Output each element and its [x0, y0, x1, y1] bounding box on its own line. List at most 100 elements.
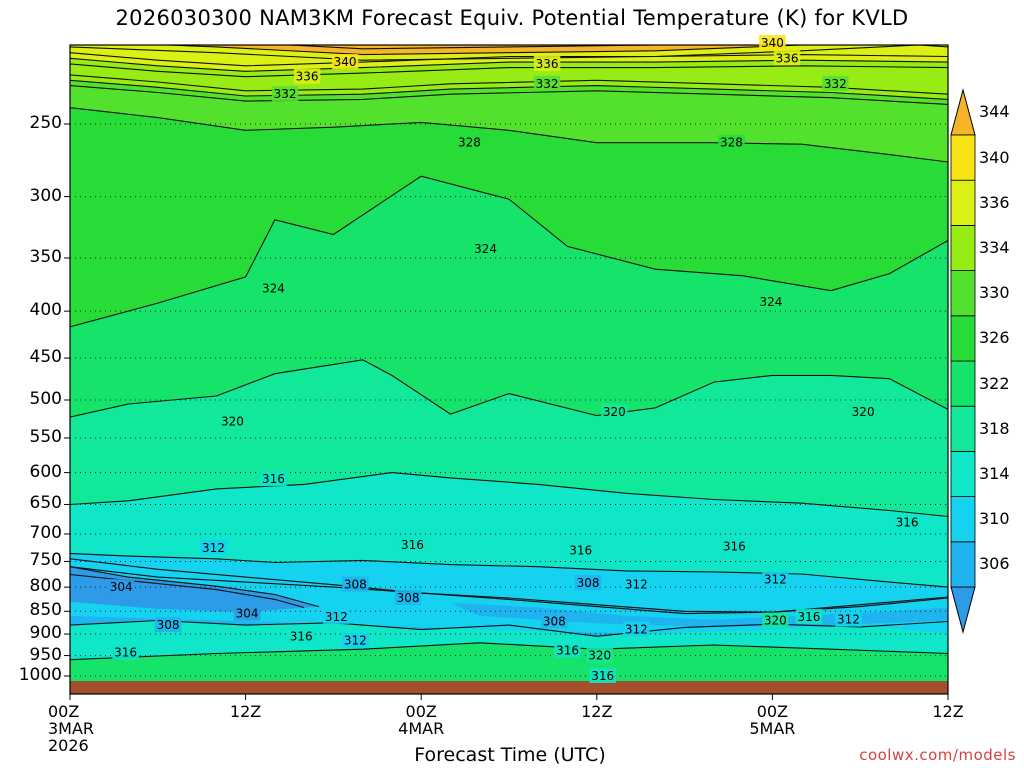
colorbar-tick-334: 334	[979, 238, 1010, 257]
contour-label-320: 320	[849, 403, 877, 419]
contour-lowlevel-0	[70, 619, 948, 637]
xtick-label-24: 00Z 4MAR	[398, 702, 445, 738]
contour-label-308: 308	[574, 575, 602, 591]
contour-label-304: 304	[233, 605, 261, 621]
ytick-label-900: 900	[29, 623, 62, 644]
colorbar-tick-336: 336	[979, 192, 1010, 212]
contour-label-336: 336	[773, 50, 801, 66]
contour-label-316: 316	[287, 628, 315, 644]
colorbar-tick-330: 330	[979, 283, 1010, 303]
contour-label-324: 324	[757, 294, 785, 310]
contour-label-text: 332	[536, 77, 559, 91]
colorbar-swatch-314	[950, 450, 976, 497]
contour-332	[70, 79, 948, 100]
contour-label-308: 308	[154, 617, 182, 633]
contour-label-320: 320	[601, 403, 628, 419]
axis-ticks	[64, 123, 949, 700]
contour-label-text: 312	[837, 613, 860, 627]
contour-label-text: 328	[720, 136, 743, 150]
contour-label-336: 336	[533, 55, 561, 71]
ytick-label-400: 400	[29, 300, 62, 321]
contour-label-text: 316	[262, 472, 285, 486]
contour-label-308: 308	[541, 613, 568, 629]
contour-label-text: 320	[603, 405, 626, 419]
ytick-label-500: 500	[29, 389, 62, 409]
ytick-label-650: 650	[29, 493, 62, 514]
contour-label-text: 316	[798, 610, 821, 624]
contour-label-312: 312	[623, 576, 650, 592]
plot-frame	[69, 44, 949, 695]
contour-label-320: 320	[762, 612, 789, 628]
contour-label-316: 316	[567, 542, 594, 558]
contour-label-316: 316	[893, 514, 921, 530]
contour-label-312: 312	[835, 611, 862, 627]
contour-label-text: 328	[458, 136, 481, 150]
colorbar-swatch-336	[950, 179, 976, 226]
colorbar-swatch-330	[950, 270, 976, 317]
ytick-label-950: 950	[29, 644, 62, 665]
contour-332-aux	[70, 74, 948, 95]
contour-label-316: 316	[260, 471, 287, 487]
contour-label-text: 324	[262, 282, 285, 296]
contour-label-324: 324	[472, 240, 499, 256]
colorbar-tick-310: 310	[979, 509, 1010, 529]
colorbar-swatch-322	[950, 360, 976, 407]
ytick-label-1000: 1000	[18, 665, 62, 685]
colorbar-swatch-340	[950, 134, 976, 181]
contour-label-316: 316	[554, 642, 581, 658]
contour-label-312: 312	[323, 608, 350, 624]
contour-label-320: 320	[219, 413, 246, 429]
colorbar-tick-314: 314	[979, 464, 1010, 483]
contour-label-text: 312	[325, 610, 348, 624]
contour-label-text: 308	[397, 591, 420, 605]
ytick-label-700: 700	[29, 522, 62, 543]
contour-label-text: 308	[157, 618, 180, 632]
colorbar-swatch-334	[950, 224, 976, 271]
contour-340-aux	[279, 45, 669, 50]
contour-332-aux	[70, 85, 948, 105]
contour-label-340: 340	[759, 35, 786, 51]
contour-label-312: 312	[342, 632, 369, 648]
contour-label-text: 320	[764, 614, 787, 628]
contour-label-text: 316	[723, 539, 746, 553]
credit-link[interactable]: coolwx.com/models	[859, 746, 1016, 764]
contour-label-text: 332	[824, 77, 847, 91]
contour-label-316: 316	[795, 608, 823, 624]
contour-label-text: 320	[221, 415, 244, 429]
chart-title: 2026030300 NAM3KM Forecast Equiv. Potent…	[115, 6, 909, 30]
contour-label-332: 332	[822, 75, 849, 91]
colorbar-swatch-306	[950, 541, 976, 588]
contour-label-316: 316	[589, 668, 616, 683]
contour-label-text: 316	[556, 644, 579, 658]
contour-label-320: 320	[586, 647, 613, 663]
field-band-cold	[70, 558, 948, 634]
contour-label-332: 332	[533, 75, 561, 91]
xtick-label-48: 00Z 5MAR	[749, 702, 796, 738]
contour-label-text: 304	[110, 580, 133, 594]
ytick-label-750: 750	[29, 550, 62, 571]
contour-312	[70, 552, 948, 588]
contour-label-text: 340	[334, 55, 357, 69]
contour-label-text: 336	[536, 57, 559, 71]
contour-label-316: 316	[721, 538, 748, 554]
field-band-core2	[450, 602, 948, 627]
contour-340	[154, 45, 813, 56]
contour-label-text: 316	[569, 544, 592, 558]
contour-label-328: 328	[718, 134, 745, 150]
xtick-label-12: 12Z	[229, 702, 262, 721]
contour-label-text: 308	[577, 576, 600, 590]
contour-label-text: 336	[776, 51, 799, 65]
contour-label-336: 336	[293, 68, 321, 84]
colorbar-tick-306: 306	[979, 554, 1010, 574]
contour-label-text: 308	[344, 578, 367, 592]
colorbar-swatch-326	[950, 315, 976, 362]
ytick-label-550: 550	[29, 426, 62, 447]
colorbar-swatch-310	[950, 496, 976, 543]
colorbar-tick-318: 318	[979, 418, 1010, 438]
contour-label-text: 312	[202, 541, 225, 555]
contour-336-aux	[70, 63, 948, 78]
ytick-label-350: 350	[29, 246, 62, 267]
colorbar-top-arrow	[950, 88, 976, 136]
